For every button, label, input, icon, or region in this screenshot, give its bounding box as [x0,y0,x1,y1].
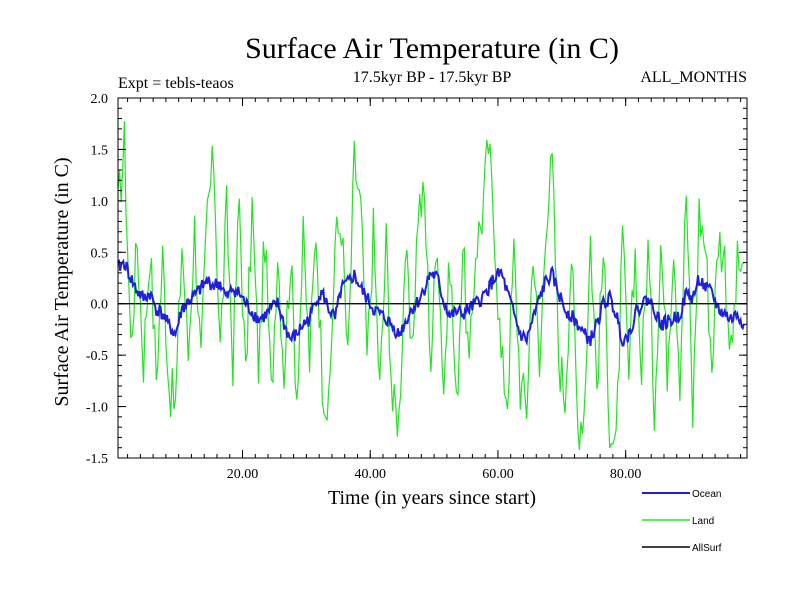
series-line-ocean [117,258,745,347]
axis-ticks: -1.5 -1.0 -0.5 0.0 0.5 1.0 1.5 2.0 20.00 40.00 60.… [86,92,747,482]
months-label: ALL_MONTHS [640,69,747,86]
y-tick-label: 1.0 [91,195,109,210]
y-tick-label: -0.5 [86,349,108,364]
experiment-label: Expt = tebls-teaos [118,75,234,92]
x-tick-label: 80.00 [610,467,642,482]
series-line-land [117,121,745,451]
legend-label-ocean: Ocean [692,489,721,500]
x-axis-title: Time (in years since start) [328,487,536,509]
legend-label-land: Land [692,516,714,527]
plot-area-border [117,97,748,459]
y-tick-label: -1.5 [86,452,108,467]
chart-title: Surface Air Temperature (in C) [245,32,619,65]
y-tick-label: 1.5 [91,143,109,158]
x-tick-label: 20.00 [227,467,259,482]
x-tick-label: 60.00 [482,467,514,482]
legend-label-allsurf: AllSurf [692,543,722,554]
y-tick-label: 0.5 [91,246,109,261]
y-tick-label: 2.0 [91,92,109,107]
y-tick-label: 0.0 [91,298,109,313]
series-lines [117,121,747,451]
y-axis-title: Surface Air Temperature (in C) [51,157,73,406]
plot-frame [117,97,748,459]
chart-subtitle: 17.5kyr BP - 17.5kyr BP [353,69,512,86]
y-tick-label: -1.0 [86,401,108,416]
legend: Ocean Land AllSurf [642,489,722,554]
x-tick-label: 40.00 [354,467,386,482]
